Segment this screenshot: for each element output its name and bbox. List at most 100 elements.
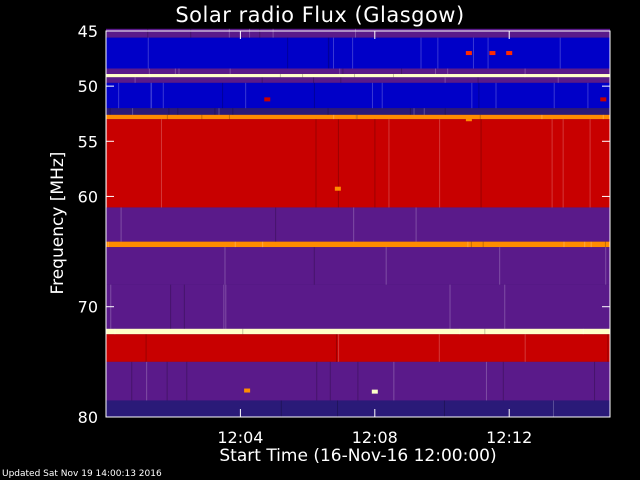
texture-streak (160, 119, 162, 208)
texture-streak (480, 119, 482, 208)
texture-streak (472, 37, 474, 69)
texture-streak (590, 241, 592, 248)
heatmap-band (106, 74, 610, 78)
texture-streak (338, 334, 340, 362)
texture-streak (151, 82, 153, 109)
texture-streak (333, 114, 335, 120)
texture-streak (478, 82, 480, 109)
texture-streak (553, 82, 555, 109)
heatmap-band (106, 114, 610, 120)
texture-streak (484, 328, 486, 335)
heatmap-band (106, 247, 610, 285)
texture-streak (218, 108, 220, 115)
texture-streak (607, 334, 609, 362)
texture-streak (438, 334, 440, 362)
texture-streak (584, 241, 586, 248)
texture-streak (589, 119, 591, 208)
y-axis-label: Frequency [MHz] (48, 151, 68, 295)
texture-streak (170, 284, 172, 329)
texture-streak (272, 28, 274, 38)
texture-streak (582, 328, 584, 335)
texture-streak (594, 361, 596, 401)
texture-streak (482, 241, 484, 248)
texture-streak (147, 37, 149, 69)
texture-streak (329, 361, 331, 401)
texture-streak (352, 37, 354, 69)
texture-streak (342, 68, 344, 75)
burst-mark (465, 117, 472, 122)
texture-streak (214, 108, 216, 115)
texture-streak (228, 114, 230, 120)
heatmap-band (106, 108, 610, 115)
texture-streak (328, 37, 330, 69)
heatmap-texture (106, 28, 609, 417)
texture-streak (279, 74, 281, 78)
heatmap-band (106, 241, 610, 248)
texture-streak (232, 108, 234, 115)
texture-streak (437, 37, 439, 69)
y-tick-label: 45 (78, 22, 98, 41)
texture-streak (120, 207, 122, 242)
texture-streak (467, 241, 469, 248)
texture-streak (190, 28, 192, 38)
texture-streak (242, 328, 244, 335)
y-tick-label: 70 (78, 298, 98, 317)
heatmap-band (106, 82, 610, 109)
texture-streak (222, 82, 224, 109)
texture-streak (229, 68, 231, 75)
texture-streak (315, 119, 317, 208)
texture-streak (147, 28, 149, 38)
texture-streak (337, 400, 339, 417)
updated-timestamp: Updated Sat Nov 19 14:00:13 2016 (2, 469, 162, 479)
texture-streak (186, 361, 188, 401)
texture-streak (415, 207, 417, 242)
texture-streak (313, 77, 315, 83)
heatmap-band (106, 400, 610, 417)
texture-streak (166, 361, 168, 401)
texture-streak (479, 114, 481, 120)
heatmap-band (106, 77, 610, 83)
texture-streak (327, 108, 329, 115)
burst-mark (264, 97, 271, 102)
y-tick-label: 50 (78, 77, 98, 96)
texture-streak (178, 68, 180, 75)
texture-streak (563, 241, 565, 248)
texture-streak (316, 361, 318, 401)
burst-mark (489, 51, 496, 56)
texture-streak (495, 82, 497, 109)
texture-streak (332, 37, 334, 69)
texture-streak (392, 74, 394, 78)
texture-streak (261, 77, 263, 83)
texture-streak (371, 82, 373, 109)
heatmap-band (106, 37, 610, 69)
y-tick-label: 60 (78, 187, 98, 206)
texture-streak (524, 68, 526, 75)
texture-streak (149, 74, 151, 78)
texture-streak (355, 114, 357, 120)
texture-streak (234, 241, 236, 248)
heatmap-band (106, 28, 610, 38)
heatmap-band (106, 334, 610, 362)
texture-streak (502, 361, 504, 401)
texture-streak (107, 241, 109, 248)
texture-streak (177, 108, 179, 115)
texture-streak (470, 241, 472, 248)
texture-streak (541, 114, 543, 120)
texture-streak (174, 68, 176, 75)
burst-mark (371, 389, 378, 394)
texture-streak (201, 114, 203, 120)
texture-streak (439, 119, 441, 208)
texture-streak (223, 284, 225, 329)
texture-streak (449, 284, 451, 329)
texture-streak (477, 77, 479, 83)
texture-streak (132, 108, 134, 115)
burst-mark (244, 388, 251, 393)
texture-streak (245, 82, 247, 109)
texture-streak (150, 82, 152, 109)
texture-streak (353, 207, 355, 242)
texture-streak (302, 74, 304, 78)
texture-streak (313, 247, 315, 285)
burst-mark (334, 186, 341, 191)
texture-streak (602, 114, 604, 120)
